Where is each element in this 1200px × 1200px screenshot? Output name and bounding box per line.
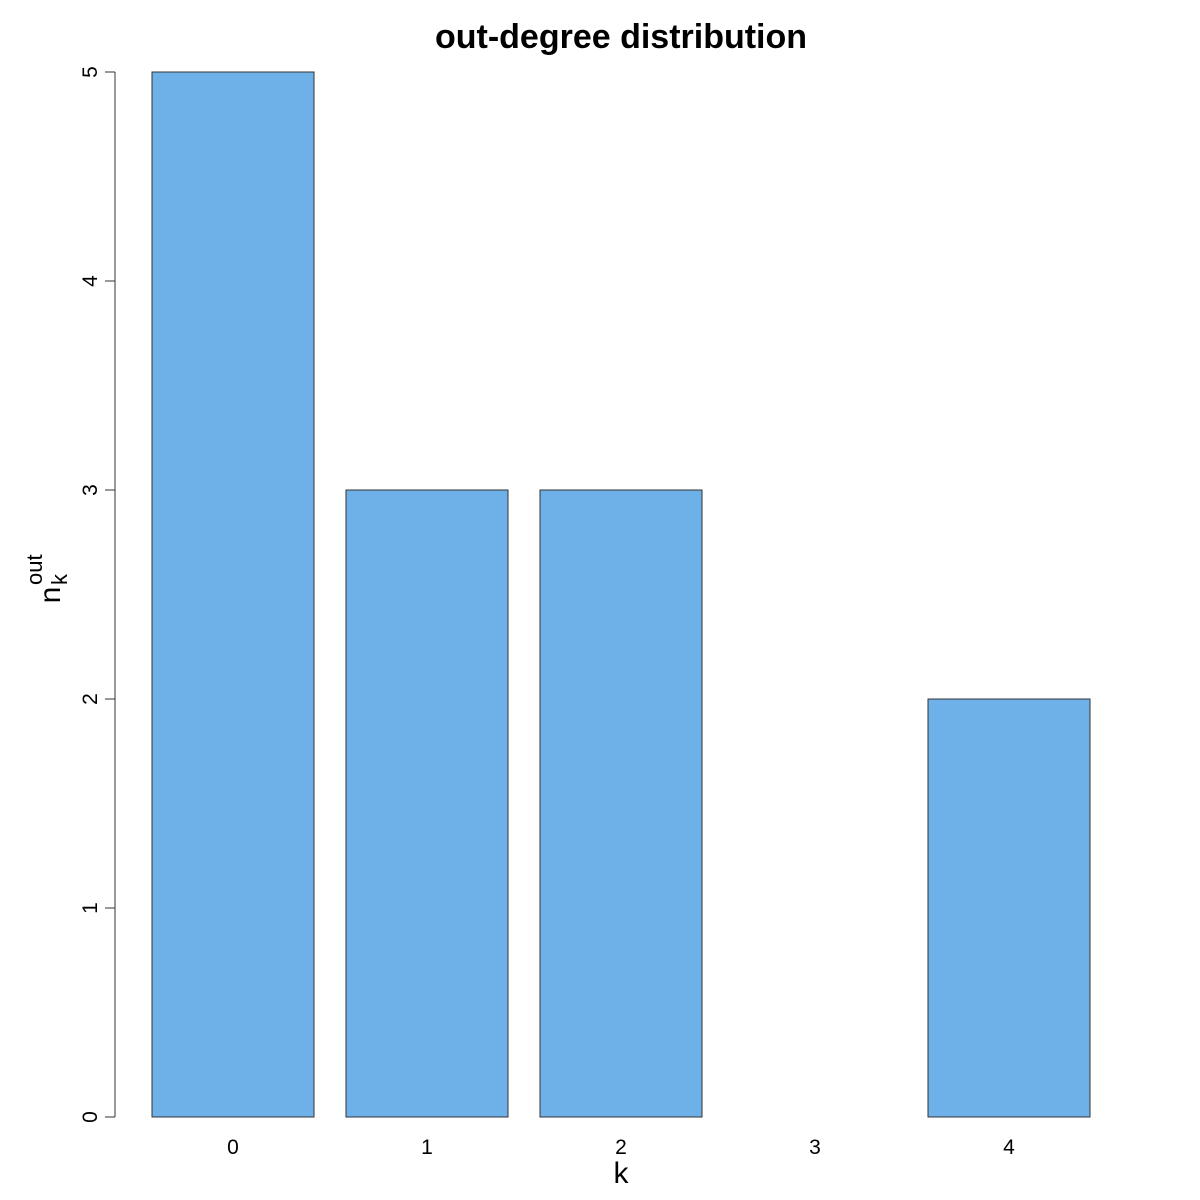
bar-k-4: [927, 698, 1091, 1118]
bar-k-1: [345, 489, 509, 1118]
y-tick-label: 1: [79, 902, 102, 914]
y-tick-label: 4: [79, 275, 102, 287]
y-tick-label: 5: [79, 66, 102, 78]
y-tick-label: 3: [79, 484, 102, 496]
bar-k-0: [151, 71, 315, 1118]
x-tick-labels: 0 1 2 3 4: [227, 1136, 1015, 1159]
x-tick-label: 1: [421, 1136, 433, 1159]
x-axis-label: k: [614, 1157, 630, 1190]
bar-k-2: [539, 489, 703, 1118]
y-axis: 0 1 2 3 4 5: [79, 66, 116, 1123]
svg-text:out: out: [22, 554, 47, 585]
x-tick-label: 2: [615, 1136, 627, 1159]
x-tick-label: 4: [1003, 1136, 1015, 1159]
svg-text:k: k: [47, 573, 72, 585]
y-axis-label: n k out: [22, 554, 72, 603]
bars-group: [151, 71, 1091, 1118]
svg-text:n: n: [34, 587, 67, 604]
y-axis-label-subscript: k: [47, 573, 72, 585]
y-tick-label: 0: [79, 1111, 102, 1123]
chart-title: out-degree distribution: [435, 18, 807, 56]
x-tick-label: 0: [227, 1136, 239, 1159]
x-tick-label: 3: [809, 1136, 821, 1159]
y-axis-label-base: n: [34, 587, 67, 604]
y-axis-label-superscript: out: [22, 554, 47, 585]
y-tick-label: 2: [79, 693, 102, 705]
